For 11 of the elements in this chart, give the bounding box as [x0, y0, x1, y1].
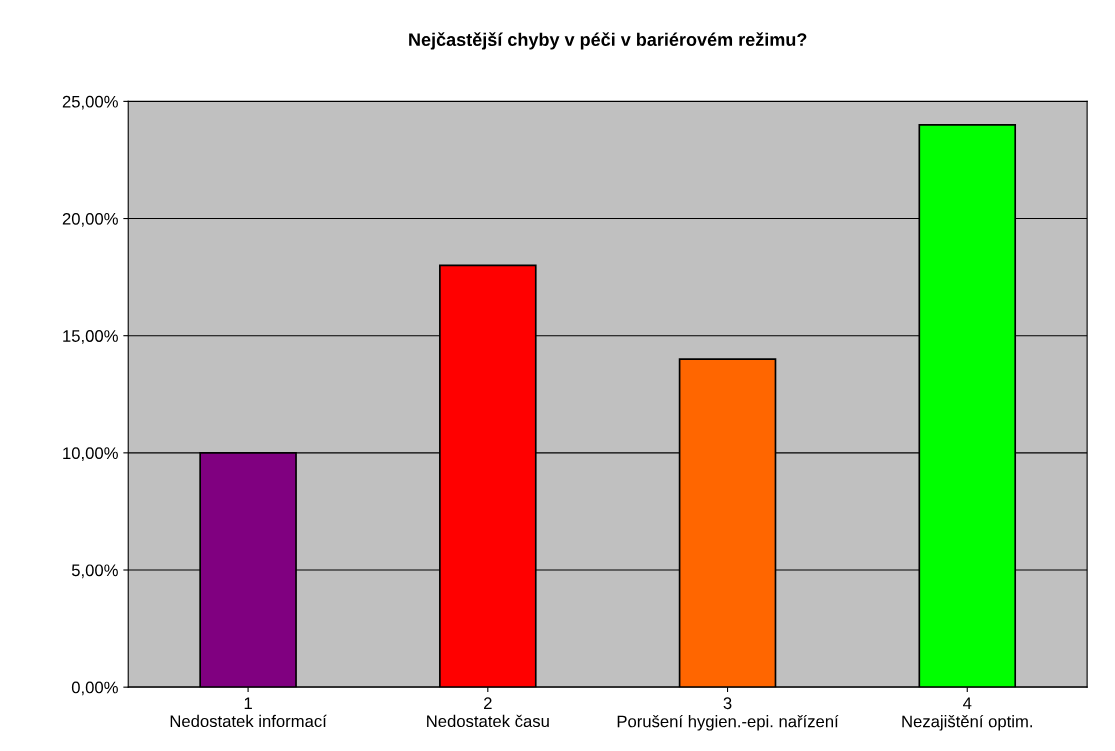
y-tick-label: 25,00% [62, 95, 118, 110]
y-tick-label: 15,00% [63, 330, 118, 344]
x-tick-label: 3 Porušení hygien.-epi. nařízení [617, 697, 839, 731]
y-tick-label: 0,00% [71, 681, 118, 696]
x-tick-label: 4 Nezajištění optim. [902, 697, 1032, 731]
y-tick-label: 10,00% [63, 447, 118, 462]
y-tick-label: 20,00% [62, 212, 118, 227]
x-tick-label: 1 Nedostatek informací [170, 697, 327, 728]
y-tick-label: 5,00% [71, 564, 118, 579]
chart-title: Nejčastější chyby v péči v bariérovém režimu? [409, 32, 807, 50]
x-tick-label: 2 Nedostatek času [427, 697, 549, 728]
